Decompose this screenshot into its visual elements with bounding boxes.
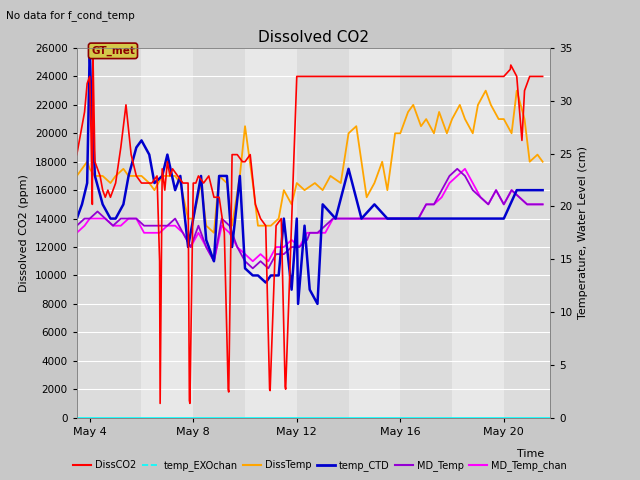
Bar [77, 48, 141, 418]
Text: No data for f_cond_temp: No data for f_cond_temp [6, 10, 135, 21]
Text: GT_met: GT_met [91, 46, 135, 56]
Bar [452, 48, 504, 418]
Bar [297, 48, 349, 418]
Bar [349, 48, 400, 418]
Bar [504, 48, 550, 418]
Legend: DissCO2, temp_EXOchan, DissTemp, temp_CTD, MD_Temp, MD_Temp_chan: DissCO2, temp_EXOchan, DissTemp, temp_CT… [70, 456, 570, 475]
Y-axis label: Temperature, Water Level (cm): Temperature, Water Level (cm) [578, 146, 588, 319]
Bar [400, 48, 452, 418]
Y-axis label: Dissolved CO2 (ppm): Dissolved CO2 (ppm) [19, 174, 29, 292]
Bar [193, 48, 245, 418]
Bar [245, 48, 297, 418]
Text: Time: Time [516, 449, 544, 459]
Bar [141, 48, 193, 418]
Title: Dissolved CO2: Dissolved CO2 [258, 30, 369, 46]
